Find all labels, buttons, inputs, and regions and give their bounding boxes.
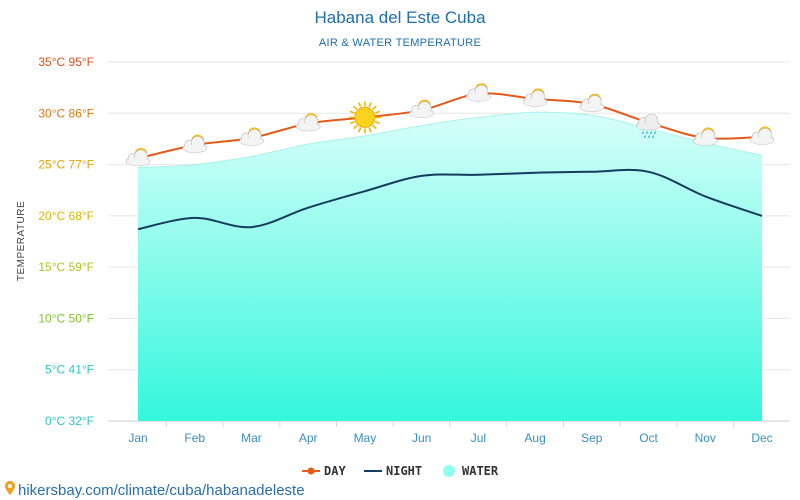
x-tick-label: Nov (695, 431, 716, 445)
chart-title: Habana del Este Cuba (314, 8, 486, 27)
x-tick-label: Apr (299, 431, 318, 445)
chart-subtitle: AIR & WATER TEMPERATURE (319, 37, 481, 49)
sun-icon (348, 101, 381, 134)
y-tick-label: 5°C 41°F (45, 363, 94, 377)
legend-item-day[interactable]: DAY (302, 464, 346, 478)
water-area-fill (138, 112, 762, 421)
partly-cloudy-icon (125, 147, 151, 167)
x-tick-label: Mar (241, 431, 262, 445)
partly-cloudy-icon (182, 134, 207, 153)
y-tick-label: 10°C 50°F (38, 311, 94, 325)
x-tick-label: Jul (471, 431, 486, 445)
source-text: hikersbay.com/climate/cuba/habanadeleste (18, 482, 305, 499)
x-tick-label: Jan (128, 431, 147, 445)
legend-item-night[interactable]: NIGHT (364, 464, 422, 478)
legend-label-night: NIGHT (386, 464, 422, 478)
partly-cloudy-icon (579, 93, 605, 112)
location-pin-icon (5, 481, 15, 495)
y-tick-label: 0°C 32°F (45, 414, 94, 428)
y-tick-label: 35°C 95°F (38, 55, 94, 69)
x-tick-label: Aug (524, 431, 545, 445)
water-area (137, 111, 763, 421)
rain-cloud-icon (636, 113, 661, 139)
y-tick-label: 15°C 59°F (38, 260, 94, 274)
legend-item-water[interactable]: WATER (443, 464, 499, 478)
partly-cloudy-icon (295, 113, 321, 132)
weather-icons (125, 83, 775, 167)
partly-cloudy-icon (522, 88, 548, 107)
legend-label-water: WATER (462, 464, 499, 478)
x-tick-label: Dec (751, 431, 772, 445)
y-axis-label: TEMPERATURE (16, 201, 27, 281)
partly-cloudy-icon (409, 99, 434, 118)
y-axis-ticks: 0°C 32°F 5°C 41°F 10°C 50°F 15°C 59°F 20°C 6… (38, 55, 94, 428)
partly-cloudy-icon (692, 127, 718, 146)
y-tick-label: 30°C 86°F (38, 106, 94, 120)
night-line (137, 168, 763, 231)
legend-label-day: DAY (324, 464, 346, 478)
x-axis-ticks: Jan Feb Mar Apr May Jun Jul Aug Sep Oct Nov Dec (128, 421, 773, 445)
legend: DAY NIGHT WATER (302, 464, 499, 478)
y-tick-label: 25°C 77°F (38, 158, 94, 172)
x-tick-label: Sep (581, 431, 603, 445)
y-tick-label: 20°C 68°F (38, 209, 94, 223)
source-link[interactable]: hikersbay.com/climate/cuba/habanadeleste (5, 481, 305, 499)
partly-cloudy-icon (239, 127, 264, 146)
x-tick-label: Oct (639, 431, 658, 445)
x-tick-label: May (354, 431, 377, 445)
x-tick-label: Jun (412, 431, 431, 445)
partly-cloudy-icon (749, 126, 775, 145)
partly-cloudy-icon (466, 83, 491, 102)
x-tick-label: Feb (184, 431, 205, 445)
